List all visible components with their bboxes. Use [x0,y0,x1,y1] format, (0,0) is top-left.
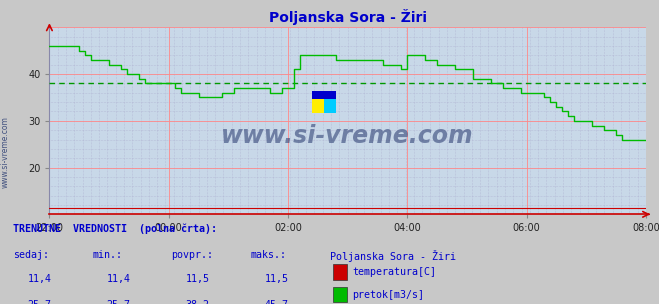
Polygon shape [312,91,324,113]
Text: 11,4: 11,4 [107,274,130,284]
Bar [333,264,347,280]
Text: 11,5: 11,5 [265,274,289,284]
Text: povpr.:: povpr.: [171,250,214,260]
Text: 25,7: 25,7 [28,300,51,304]
Text: 45,7: 45,7 [265,300,289,304]
Text: 38,2: 38,2 [186,300,210,304]
Text: Poljanska Sora - Žiri: Poljanska Sora - Žiri [330,250,455,262]
Text: 11,4: 11,4 [28,274,51,284]
Text: maks.:: maks.: [250,250,287,260]
Text: temperatura[C]: temperatura[C] [353,267,436,277]
Title: Poljanska Sora - Žiri: Poljanska Sora - Žiri [269,9,426,25]
Text: www.si-vreme.com: www.si-vreme.com [1,116,10,188]
Text: 11,5: 11,5 [186,274,210,284]
Text: 25,7: 25,7 [107,300,130,304]
Bar [333,287,347,302]
Text: TRENUTNE  VREDNOSTI  (polna črta):: TRENUTNE VREDNOSTI (polna črta): [13,223,217,234]
Text: sedaj:: sedaj: [13,250,49,260]
Text: min.:: min.: [92,250,123,260]
Text: pretok[m3/s]: pretok[m3/s] [353,290,424,300]
Polygon shape [324,91,335,113]
Text: www.si-vreme.com: www.si-vreme.com [221,124,474,148]
Bar [312,91,335,99]
